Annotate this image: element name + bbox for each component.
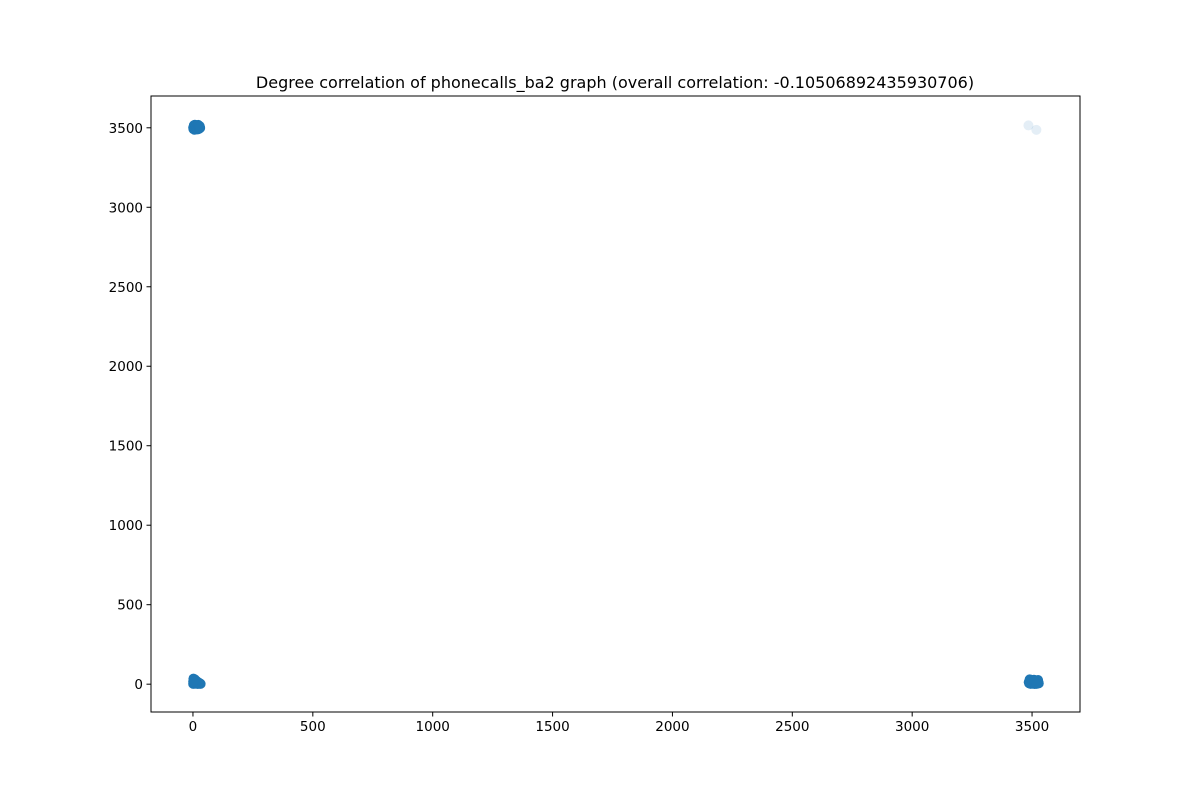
scatter-point <box>195 122 206 133</box>
x-axis-ticks: 0 500 1000 1500 2000 2500 3000 3500 <box>189 712 1049 735</box>
y-tick-label: 1000 <box>109 518 143 534</box>
scatter-point <box>1023 120 1034 131</box>
x-tick-label: 3000 <box>895 719 929 735</box>
y-tick-label: 3000 <box>109 200 143 216</box>
y-tick-label: 3500 <box>109 121 143 137</box>
y-tick-label: 2000 <box>109 359 143 375</box>
scatter-point <box>1031 678 1042 689</box>
y-axis-ticks: 0 500 1000 1500 2000 2500 3000 3500 <box>109 121 151 693</box>
y-tick-label: 0 <box>134 677 143 693</box>
plot-frame <box>150 95 1081 713</box>
x-tick-label: 1500 <box>535 719 569 735</box>
y-tick-label: 1500 <box>109 439 143 455</box>
scatter-point <box>1031 124 1042 135</box>
scatter-point <box>188 676 199 687</box>
x-tick-label: 2000 <box>655 719 689 735</box>
data-points <box>188 119 1044 690</box>
x-tick-label: 2500 <box>775 719 809 735</box>
x-tick-label: 3500 <box>1015 719 1049 735</box>
axes <box>150 95 1081 713</box>
chart-title: Degree correlation of phonecalls_ba2 gra… <box>256 73 974 93</box>
y-tick-label: 2500 <box>109 280 143 296</box>
x-tick-label: 500 <box>300 719 326 735</box>
x-tick-label: 0 <box>189 719 198 735</box>
y-tick-label: 500 <box>117 598 143 614</box>
x-tick-label: 1000 <box>416 719 450 735</box>
